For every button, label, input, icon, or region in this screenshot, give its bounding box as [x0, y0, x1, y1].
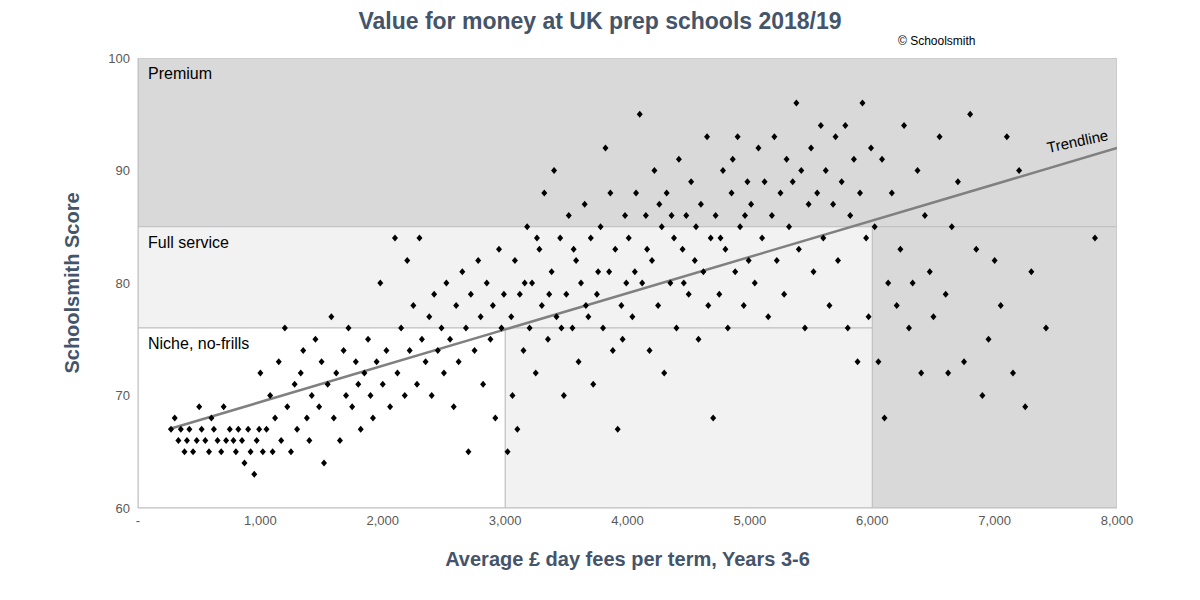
svg-text:100: 100: [108, 51, 130, 66]
svg-text:4,000: 4,000: [611, 513, 644, 528]
svg-text:5,000: 5,000: [734, 513, 767, 528]
svg-text:Trendline: Trendline: [1045, 126, 1109, 156]
svg-text:2,000: 2,000: [366, 513, 399, 528]
html-text:© Schoolsmith: © Schoolsmith: [898, 34, 976, 48]
svg-text:90: 90: [116, 163, 130, 178]
svg-text:-: -: [136, 513, 140, 528]
svg-text:Schoolsmith Score: Schoolsmith Score: [61, 192, 83, 373]
svg-text:70: 70: [116, 388, 130, 403]
svg-text:Niche, no-frills: Niche, no-frills: [148, 335, 249, 352]
svg-text:Average £ day fees per term, Y: Average £ day fees per term, Years 3-6: [445, 548, 810, 570]
svg-text:7,000: 7,000: [978, 513, 1011, 528]
svg-text:Full service: Full service: [148, 234, 229, 251]
svg-text:6,000: 6,000: [856, 513, 889, 528]
svg-text:80: 80: [116, 276, 130, 291]
svg-text:3,000: 3,000: [489, 513, 522, 528]
svg-text:8,000: 8,000: [1101, 513, 1134, 528]
svg-text:Premium: Premium: [148, 65, 212, 82]
html-text:Value for money at UK prep sch: Value for money at UK prep schools 2018/…: [358, 8, 842, 34]
svg-text:60: 60: [116, 501, 130, 516]
svg-text:1,000: 1,000: [244, 513, 277, 528]
